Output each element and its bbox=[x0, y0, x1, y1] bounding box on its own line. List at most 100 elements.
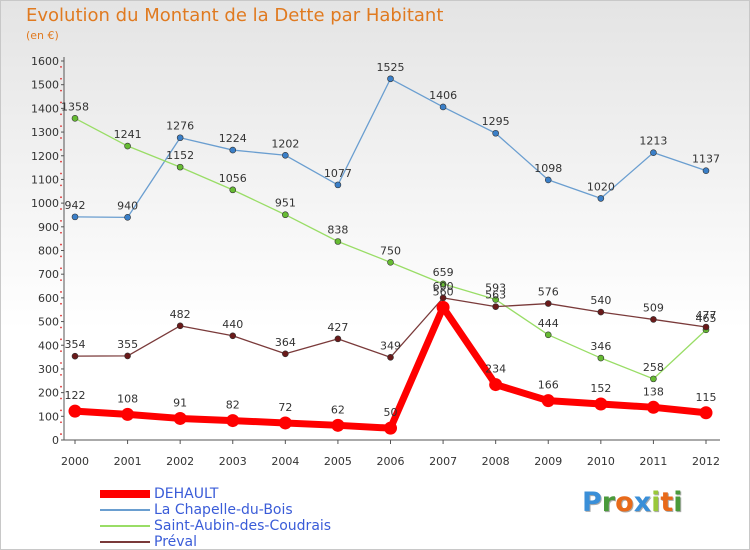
data-point bbox=[334, 181, 342, 189]
data-label: 540 bbox=[590, 294, 611, 307]
data-label: 1295 bbox=[482, 115, 510, 128]
data-point bbox=[594, 397, 608, 411]
legend-label: La Chapelle-du-Bois bbox=[154, 502, 293, 518]
data-label: 138 bbox=[643, 385, 664, 398]
data-point bbox=[646, 400, 660, 414]
x-tick-label: 2009 bbox=[534, 455, 562, 468]
data-label: 1224 bbox=[219, 132, 247, 145]
y-minor-dot bbox=[60, 137, 62, 139]
data-label: 1137 bbox=[692, 153, 720, 166]
x-tick-label: 2003 bbox=[219, 455, 247, 468]
y-minor-dot bbox=[60, 77, 62, 80]
proxiti-logo: Proxiti bbox=[582, 487, 683, 518]
data-point bbox=[176, 163, 184, 171]
data-point bbox=[124, 214, 131, 221]
data-label: 355 bbox=[117, 338, 138, 351]
logo-letter: r bbox=[601, 487, 616, 518]
y-tick-label: 300 bbox=[38, 363, 59, 376]
x-tick-label: 2010 bbox=[587, 455, 615, 468]
data-point bbox=[544, 300, 552, 307]
y-tick-label: 900 bbox=[38, 221, 59, 234]
y-tick-label: 1400 bbox=[31, 102, 59, 115]
data-point bbox=[226, 414, 240, 428]
y-minor-dot bbox=[60, 433, 62, 435]
data-label: 1020 bbox=[587, 180, 615, 193]
y-minor-dot bbox=[60, 421, 62, 424]
data-point bbox=[173, 411, 187, 425]
data-label: 838 bbox=[327, 223, 348, 236]
x-tick-label: 2007 bbox=[429, 455, 457, 468]
y-tick-label: 1200 bbox=[31, 150, 59, 163]
data-label: 1152 bbox=[166, 149, 194, 162]
data-point bbox=[489, 378, 503, 392]
data-label: 234 bbox=[485, 363, 506, 376]
data-point bbox=[492, 303, 499, 310]
data-point bbox=[278, 416, 292, 430]
logo-letter: x bbox=[633, 487, 652, 518]
data-label: 951 bbox=[275, 197, 296, 210]
x-tick-label: 2001 bbox=[114, 455, 142, 468]
data-label: 364 bbox=[275, 336, 296, 349]
unit-label: (en €) bbox=[26, 29, 59, 42]
data-point bbox=[699, 406, 713, 420]
data-point bbox=[71, 352, 79, 360]
y-tick-label: 600 bbox=[38, 292, 59, 305]
data-label: 600 bbox=[433, 280, 454, 293]
data-label: 444 bbox=[538, 317, 559, 330]
data-point bbox=[387, 354, 394, 361]
data-label: 1077 bbox=[324, 167, 352, 180]
y-minor-dot bbox=[60, 302, 62, 305]
y-tick-label: 700 bbox=[38, 268, 59, 281]
data-point bbox=[121, 407, 135, 421]
data-point bbox=[71, 115, 79, 122]
data-label: 349 bbox=[380, 339, 401, 352]
data-point bbox=[650, 375, 657, 383]
data-label: 465 bbox=[696, 312, 717, 325]
data-label: 509 bbox=[643, 301, 664, 314]
data-point bbox=[702, 323, 710, 331]
data-point bbox=[124, 352, 131, 360]
data-point bbox=[702, 167, 710, 174]
logo-letter: t bbox=[660, 487, 674, 518]
legend-label: DEHAULT bbox=[154, 486, 219, 502]
y-tick-label: 100 bbox=[38, 410, 59, 423]
axes: 0 100 200 300 400 500 600 700 800 900 1000 1100 1200… bbox=[31, 55, 720, 468]
data-label: 166 bbox=[538, 379, 559, 392]
data-point bbox=[176, 322, 184, 330]
data-point bbox=[492, 296, 499, 303]
data-point bbox=[439, 103, 447, 111]
y-minor-dot bbox=[60, 255, 62, 258]
y-minor-dot bbox=[60, 243, 62, 246]
data-label: 1525 bbox=[377, 61, 405, 74]
y-tick-label: 200 bbox=[38, 387, 59, 400]
x-tick-label: 2011 bbox=[639, 455, 667, 468]
data-point bbox=[334, 335, 342, 343]
data-point bbox=[331, 418, 345, 432]
logo-letter: i bbox=[673, 487, 683, 518]
data-point bbox=[597, 308, 605, 316]
value-labels: 122 108 91 82 72 62 50 560 234 166 152 138 115 942 940… bbox=[61, 61, 720, 419]
data-label: 346 bbox=[590, 340, 611, 353]
data-point bbox=[282, 211, 289, 219]
data-point bbox=[384, 421, 397, 435]
data-label: 72 bbox=[278, 401, 292, 414]
x-tick-label: 2002 bbox=[166, 455, 194, 468]
y-minor-dot bbox=[60, 184, 62, 187]
y-minor-dot bbox=[60, 101, 62, 104]
series-lines bbox=[68, 75, 713, 435]
legend-swatch bbox=[100, 541, 150, 543]
data-point bbox=[282, 151, 289, 159]
series-line bbox=[74, 78, 707, 218]
y-tick-label: 1300 bbox=[31, 126, 59, 139]
data-point bbox=[597, 195, 605, 202]
data-label: 115 bbox=[696, 391, 717, 404]
data-point bbox=[229, 186, 237, 194]
x-tick-label: 2000 bbox=[61, 455, 89, 468]
y-minor-dot bbox=[60, 338, 62, 341]
data-point bbox=[436, 300, 450, 314]
y-tick-label: 800 bbox=[38, 245, 59, 258]
data-label: 91 bbox=[173, 396, 187, 409]
legend-swatch bbox=[100, 509, 150, 511]
y-minor-dot bbox=[60, 362, 62, 364]
y-minor-dot bbox=[60, 267, 62, 270]
